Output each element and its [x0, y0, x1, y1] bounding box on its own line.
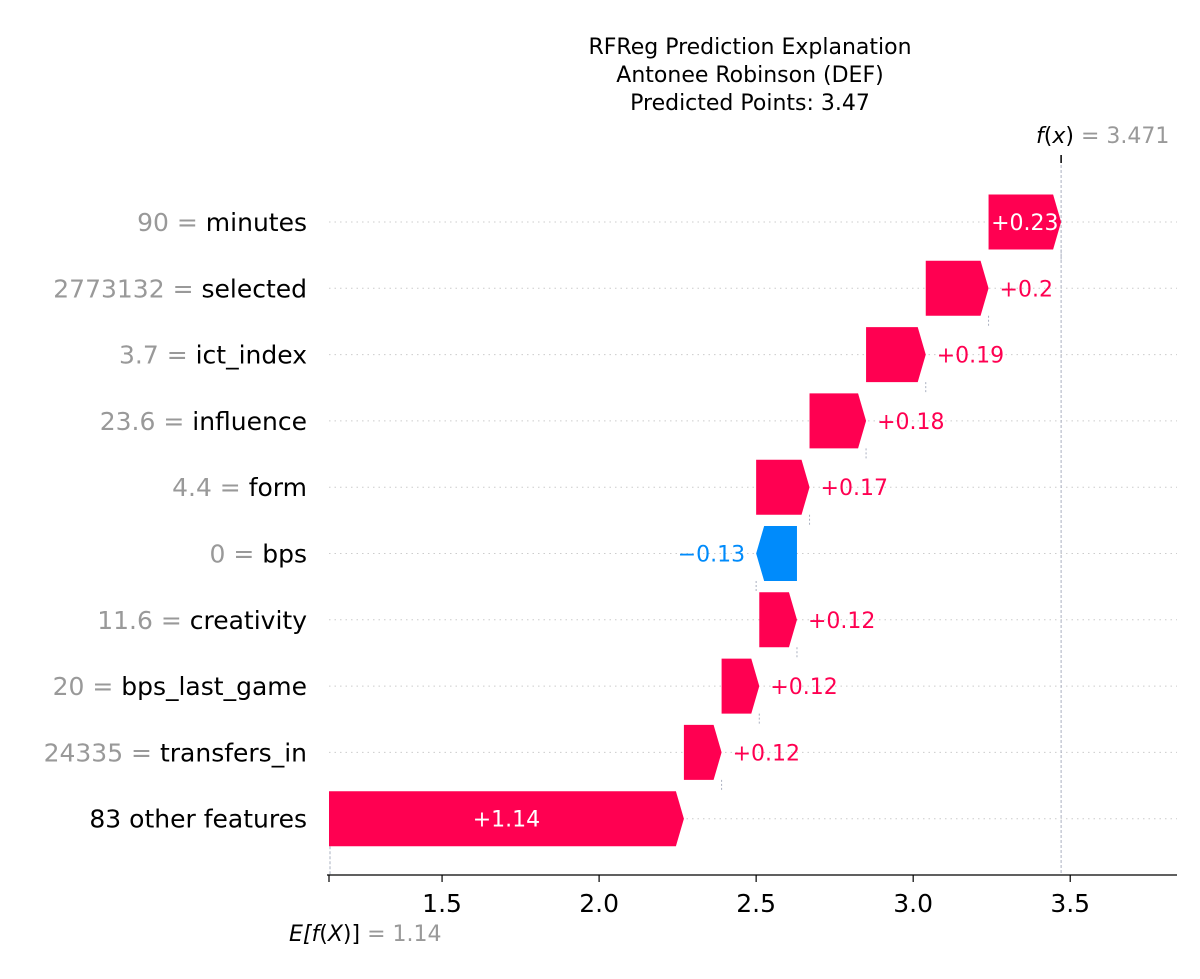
waterfall-bar — [809, 393, 867, 449]
feature-name: selected — [201, 274, 307, 303]
feature-name: 83 other features — [89, 805, 307, 834]
feature-label: 2773132 = selected — [53, 274, 307, 303]
bars-layer: +0.23 +0.2 +0.19 +0.18 +0.17 −0.13 +0.12 +0.12 +… — [329, 194, 1062, 847]
efx-value: 1.14 — [393, 922, 442, 947]
bar-value-label: +0.12 — [733, 741, 800, 766]
bar-value-label: +0.17 — [821, 476, 888, 501]
equals-sign: = — [212, 473, 249, 502]
efx-arg: X — [327, 922, 344, 947]
waterfall-bar — [683, 724, 722, 780]
waterfall-bar — [756, 459, 810, 515]
chart-title: RFReg Prediction Explanation Antonee Rob… — [588, 35, 911, 116]
x-tick-label: 2.0 — [579, 889, 619, 918]
equals-sign: = — [84, 672, 121, 701]
feature-name: minutes — [206, 208, 307, 237]
bar-value-label: +1.14 — [473, 808, 540, 833]
chart-title-line-3: Predicted Points: 3.47 — [630, 91, 870, 116]
feature-labels-layer: 90 = minutes 2773132 = selected 3.7 = ict_… — [44, 208, 308, 834]
bar-value-label: −0.13 — [678, 543, 745, 568]
feature-value: 20 — [53, 672, 85, 701]
equals-sign: = — [225, 540, 262, 569]
feature-value: 90 — [137, 208, 169, 237]
x-tick-label: 2.5 — [736, 889, 776, 918]
equals-sign: = — [155, 407, 192, 436]
fx-equals: = — [1074, 124, 1106, 149]
waterfall-bar — [988, 194, 1062, 250]
fx-paren: ( — [1044, 124, 1053, 149]
feature-value: 23.6 — [100, 407, 156, 436]
x-tick-label: 3.5 — [1050, 889, 1090, 918]
bar-value-label: +0.2 — [1000, 277, 1053, 302]
feature-name: influence — [192, 407, 307, 436]
feature-label: 11.6 = creativity — [97, 606, 307, 635]
fx-label: f(x) = 3.471 — [1036, 124, 1169, 149]
feature-value: 11.6 — [97, 606, 153, 635]
bar-value-label: +0.19 — [937, 344, 1004, 369]
efx-label: E[f(X)] = 1.14 — [289, 922, 442, 947]
chart-title-line-1: RFReg Prediction Explanation — [588, 35, 911, 60]
bar-value-label: +0.12 — [808, 609, 875, 634]
feature-label: 4.4 = form — [172, 473, 307, 502]
feature-name: bps — [262, 540, 307, 569]
feature-label: 20 = bps_last_game — [53, 672, 307, 701]
efx-paren: ) — [343, 922, 352, 947]
bar-value-label: +0.12 — [770, 675, 837, 700]
waterfall-bar — [756, 526, 797, 581]
feature-name: ict_index — [196, 341, 307, 370]
feature-label: 83 other features — [89, 805, 307, 834]
efx-annotation: E[f(X)] = 1.14 — [289, 922, 442, 947]
feature-value: 24335 — [44, 738, 124, 767]
x-axis: 1.5 2.0 2.5 3.0 3.5 — [327, 874, 1177, 918]
waterfall-bar — [721, 658, 760, 714]
feature-name: creativity — [190, 606, 307, 635]
fx-fn: f — [1036, 124, 1047, 149]
fx-value: 3.471 — [1106, 124, 1169, 149]
fx-annotation: f(x) = 3.471 — [1036, 124, 1169, 163]
grid-layer — [329, 221, 1177, 820]
feature-name: bps_last_game — [121, 672, 307, 701]
fx-paren: ) — [1065, 124, 1074, 149]
feature-label: 3.7 = ict_index — [119, 341, 307, 370]
feature-value: 3.7 — [119, 341, 159, 370]
feature-label: 90 = minutes — [137, 208, 307, 237]
equals-sign: = — [165, 274, 202, 303]
feature-name: form — [249, 473, 307, 502]
feature-name: transfers_in — [160, 738, 307, 767]
waterfall-bar — [329, 791, 684, 847]
feature-value: 4.4 — [172, 473, 212, 502]
connector-layer — [329, 160, 1062, 875]
equals-sign: = — [169, 208, 206, 237]
feature-label: 23.6 = influence — [100, 407, 307, 436]
waterfall-bar — [759, 592, 797, 648]
equals-sign: = — [123, 738, 160, 767]
bar-value-label: +0.18 — [877, 410, 944, 435]
efx-paren: ( — [319, 922, 328, 947]
fx-arg: x — [1051, 124, 1066, 149]
equals-sign: = — [159, 341, 196, 370]
chart-title-line-2: Antonee Robinson (DEF) — [616, 63, 883, 88]
feature-value: 0 — [209, 540, 225, 569]
x-tick-label: 3.0 — [893, 889, 933, 918]
efx-post: ] — [352, 922, 361, 947]
equals-sign: = — [153, 606, 190, 635]
waterfall-bar — [866, 327, 926, 383]
feature-label: 0 = bps — [209, 540, 307, 569]
efx-fn: f — [311, 922, 322, 947]
feature-label: 24335 = transfers_in — [44, 738, 307, 767]
bar-value-label: +0.23 — [991, 211, 1058, 236]
feature-value: 2773132 — [53, 274, 164, 303]
x-tick-label: 1.5 — [422, 889, 462, 918]
efx-pre: E[ — [289, 922, 313, 947]
efx-equals: = — [360, 922, 392, 947]
waterfall-bar — [925, 260, 989, 316]
